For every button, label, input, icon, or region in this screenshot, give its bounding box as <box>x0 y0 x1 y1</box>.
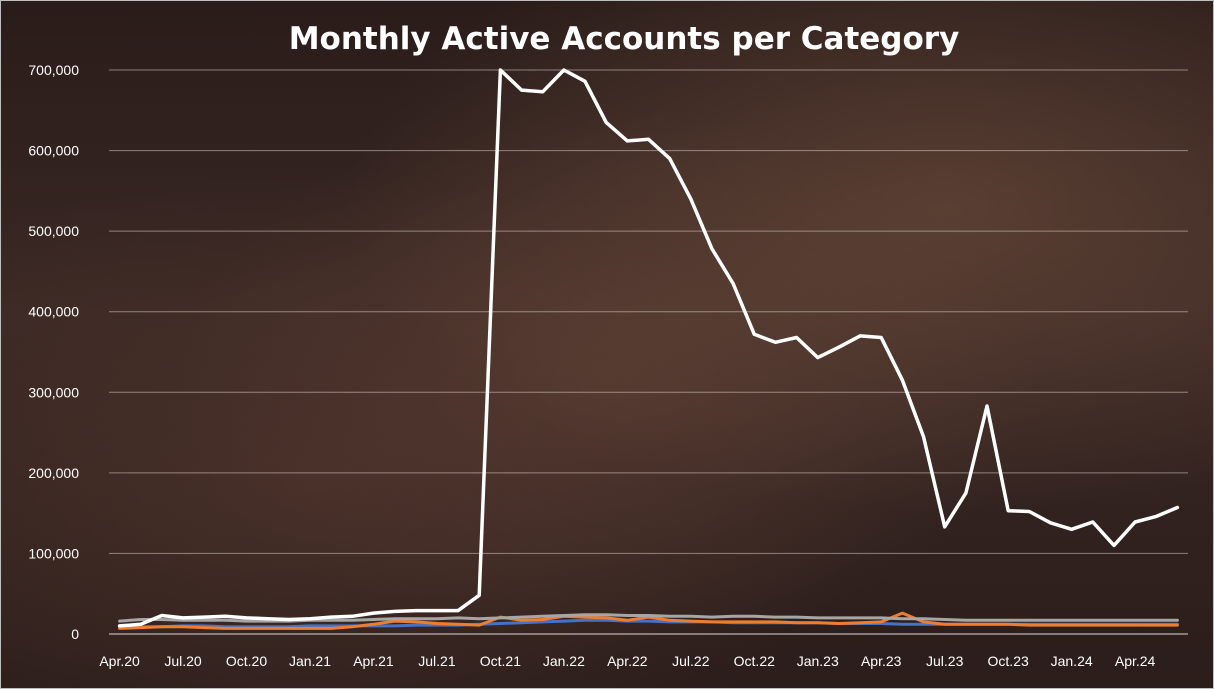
x-tick-label: Apr.21 <box>353 653 394 669</box>
y-tick-label: 200,000 <box>28 465 79 481</box>
chart-title: Monthly Active Accounts per Category <box>289 21 960 57</box>
x-tick-label: Jan.24 <box>1051 653 1093 669</box>
x-tick-label: Jul.22 <box>672 653 710 669</box>
x-tick-label: Apr.23 <box>861 653 902 669</box>
x-tick-label: Oct.20 <box>226 653 267 669</box>
x-tick-label: Apr.20 <box>99 653 140 669</box>
y-tick-label: 600,000 <box>28 143 79 159</box>
y-tick-label: 0 <box>71 626 79 642</box>
y-axis-ticks: 0 100,000 200,000 300,000 400,000 500,000 600,… <box>28 62 79 642</box>
x-tick-label: Jul.23 <box>926 653 964 669</box>
series-line <box>117 68 1180 628</box>
x-tick-label: Oct.22 <box>734 653 775 669</box>
x-tick-label: Jan.21 <box>289 653 331 669</box>
x-tick-label: Jul.21 <box>418 653 456 669</box>
x-tick-label: Jan.23 <box>797 653 839 669</box>
x-tick-label: Apr.22 <box>607 653 648 669</box>
series-line <box>118 611 1179 630</box>
x-tick-label: Oct.23 <box>988 653 1029 669</box>
x-tick-label: Jul.20 <box>164 653 202 669</box>
x-axis-ticks: Apr.20 Jul.20 Oct.20 Jan.21 Apr.21 Jul.21 Oct.… <box>99 653 1155 669</box>
y-tick-label: 300,000 <box>28 384 79 400</box>
y-tick-label: 400,000 <box>28 304 79 320</box>
x-tick-label: Oct.21 <box>480 653 521 669</box>
y-tick-label: 500,000 <box>28 223 79 239</box>
x-tick-label: Jan.22 <box>543 653 585 669</box>
series-lines <box>117 68 1180 630</box>
y-tick-label: 700,000 <box>28 62 79 78</box>
y-tick-label: 100,000 <box>28 545 79 561</box>
x-tick-label: Apr.24 <box>1115 653 1156 669</box>
gridlines <box>109 69 1188 554</box>
